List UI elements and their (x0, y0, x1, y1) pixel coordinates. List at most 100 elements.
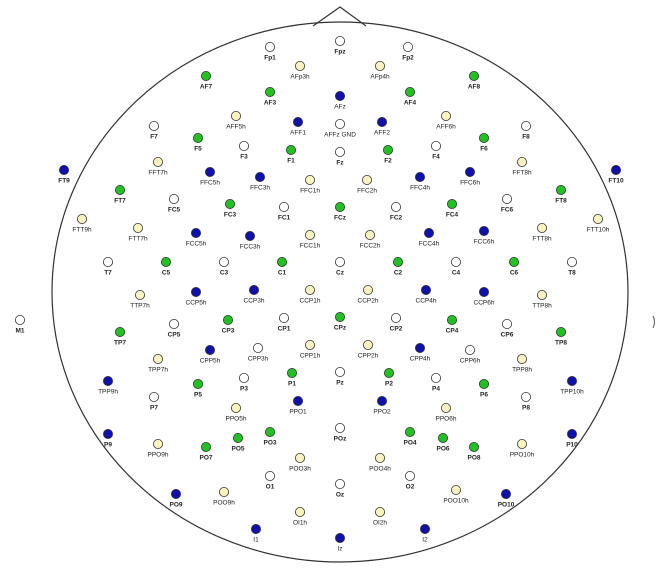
nose-outline (312, 6, 367, 27)
electrode-label: TPP7h (148, 367, 168, 374)
electrode-marker (374, 61, 385, 72)
electrode-marker (286, 367, 297, 378)
electrode-marker (517, 353, 528, 364)
electrode-marker (103, 256, 114, 267)
electrode-marker (230, 402, 241, 413)
electrode-cpp6h: CPP6h (460, 344, 481, 365)
electrode-label: FC6 (501, 207, 514, 214)
electrode-marker (423, 227, 434, 238)
electrode-label: AFF1 (290, 130, 306, 137)
electrode-oi2h: OI2h (373, 506, 387, 527)
electrode-marker (59, 164, 70, 175)
electrode-marker (292, 395, 303, 406)
electrode-p9: P9 (103, 428, 114, 449)
electrode-c5: C5 (160, 256, 171, 277)
electrode-label: CP3 (222, 328, 235, 335)
electrode-marker (222, 314, 233, 325)
electrode-label: PPO10h (510, 452, 535, 459)
electrode-marker (334, 119, 345, 130)
electrode-label: PO5 (231, 446, 244, 453)
electrode-label: PO9 (169, 502, 182, 509)
electrode-fft7h: FFT7h (148, 156, 168, 177)
electrode-label: I1 (253, 537, 259, 544)
electrode-label: FFC5h (200, 180, 220, 187)
electrode-marker (192, 378, 203, 389)
electrode-marker (392, 256, 403, 267)
electrode-po8: PO8 (467, 441, 481, 462)
electrode-af3: AF3 (264, 87, 277, 107)
electrode-tp7: TP7 (114, 326, 126, 347)
electrode-marker (250, 524, 261, 535)
electrode-label: POO10h (443, 498, 469, 505)
electrode-marker (390, 201, 401, 212)
electrode-marker (218, 486, 229, 497)
electrode-marker (115, 184, 126, 195)
electrode-marker (404, 470, 415, 481)
electrode-ccp3h: CCP3h (244, 284, 265, 305)
electrode-label: CCP5h (186, 300, 207, 307)
electrode-f5: F5 (192, 132, 203, 153)
electrode-label: C4 (452, 270, 461, 277)
electrode-cp3: CP3 (222, 314, 235, 335)
electrode-marker (500, 488, 511, 499)
electrode-label: TPP9h (98, 389, 118, 396)
electrode-marker (334, 91, 345, 102)
electrode-marker (14, 314, 25, 325)
electrode-label: Fp2 (402, 55, 414, 62)
electrode-label: AF4 (404, 100, 417, 107)
electrode-marker (252, 342, 263, 353)
electrode-poo9h: POO9h (213, 486, 235, 507)
electrode-iz: Iz (334, 533, 345, 553)
electrode-marker (362, 284, 373, 295)
electrode-cpz: CPz (334, 311, 347, 332)
electrode-label: FTT9h (72, 227, 92, 234)
electrode-fp2: Fp2 (402, 42, 414, 62)
electrode-ppo10h: PPO10h (510, 438, 535, 459)
electrode-marker (334, 146, 345, 157)
electrode-tpp9h: TPP9h (98, 375, 118, 396)
electrode-label: P6 (480, 392, 488, 399)
electrode-ttp8h: TTP8h (532, 289, 552, 310)
electrode-label: FC1 (278, 215, 291, 222)
electrode-p10: P10 (566, 428, 578, 449)
electrode-marker (334, 533, 345, 544)
electrode-marker (278, 312, 289, 323)
electrode-marker (402, 42, 413, 53)
electrode-f1: F1 (285, 144, 296, 165)
electrode-label: P4 (432, 386, 440, 393)
electrode-fc4: FC4 (446, 198, 459, 219)
electrode-marker (204, 344, 215, 355)
electrode-marker (244, 230, 255, 241)
electrode-marker (304, 284, 315, 295)
electrode-label: CCP1h (300, 298, 321, 305)
electrode-label: C1 (278, 270, 287, 277)
electrode-label: CPP1h (300, 353, 321, 360)
electrode-fc5: FC5 (168, 193, 181, 214)
electrode-marker (382, 144, 393, 155)
electrode-marker (361, 174, 372, 185)
electrode-fft8h: FFT8h (512, 156, 532, 177)
electrode-ftt7h: FTT7h (128, 222, 148, 243)
electrode-f3: F3 (238, 140, 249, 161)
electrode-marker (276, 256, 287, 267)
electrode-p6: P6 (478, 378, 489, 399)
electrode-marker (200, 71, 211, 82)
electrode-label: CPP6h (460, 358, 481, 365)
electrode-marker (440, 402, 451, 413)
electrode-marker (264, 426, 275, 437)
electrode-label: OI1h (293, 520, 307, 527)
electrode-label: AF7 (200, 84, 213, 91)
electrode-i1: I1 (250, 524, 261, 544)
electrode-po4: PO4 (403, 426, 417, 447)
electrode-marker (218, 256, 229, 267)
electrode-label: T8 (568, 270, 576, 277)
electrode-label: AFF2 (374, 130, 390, 137)
head-outline (51, 21, 629, 563)
electrode-marker (334, 422, 345, 433)
electrode-ttp7h: TTP7h (130, 289, 150, 310)
electrode-ppo5h: PPO5h (226, 402, 247, 423)
electrode-af4: AF4 (404, 87, 417, 107)
electrode-marker (254, 171, 265, 182)
electrode-fp1: Fp1 (264, 42, 276, 62)
electrode-label: AFp4h (370, 74, 390, 81)
